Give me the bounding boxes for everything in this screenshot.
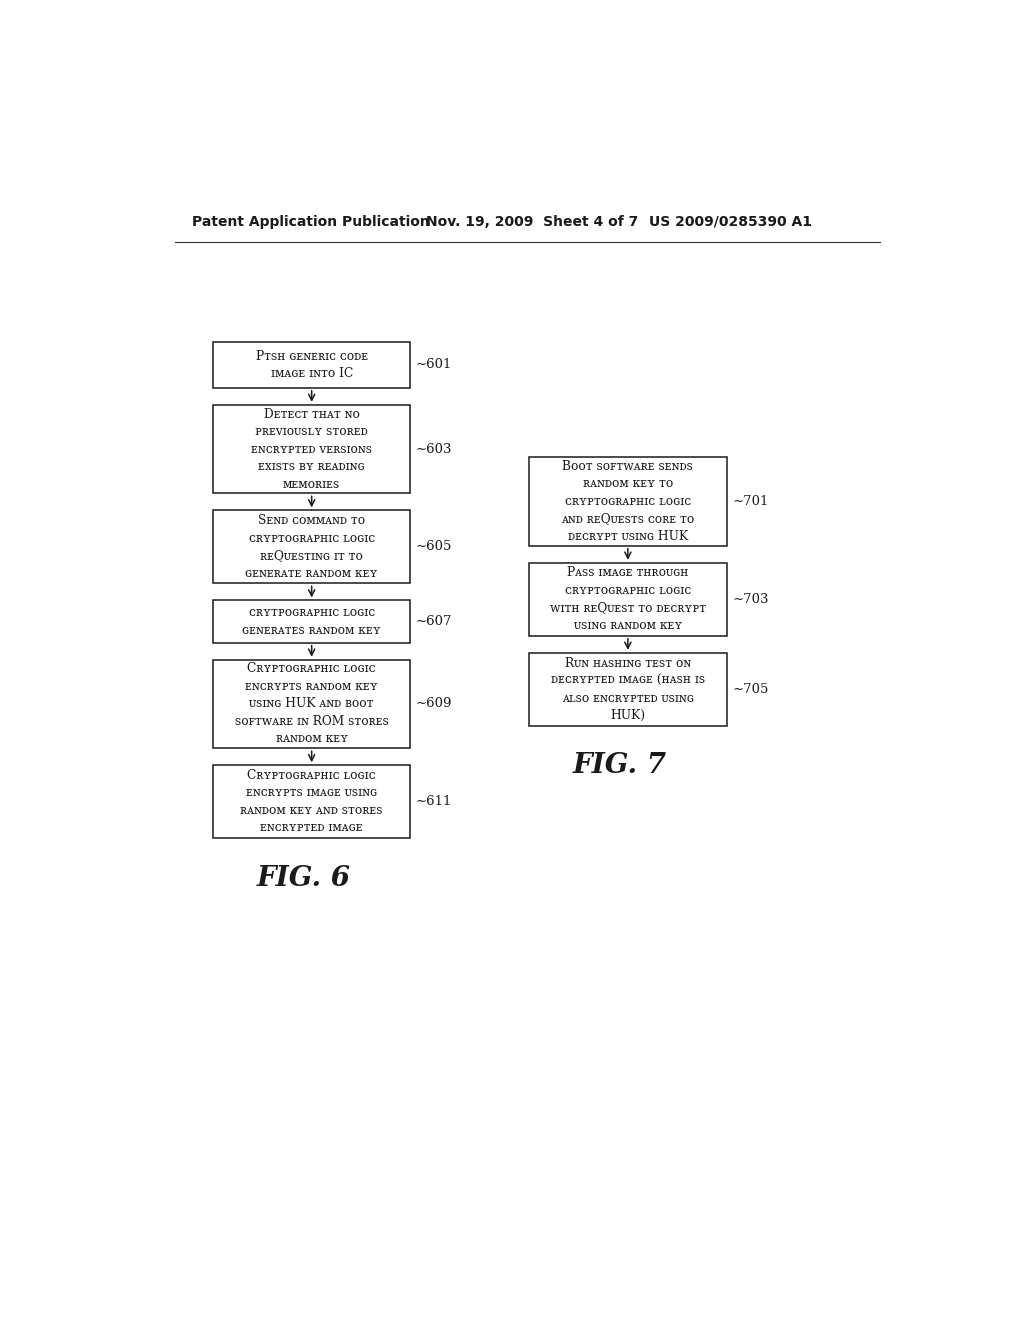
Bar [213,601,411,643]
Text: Pᴀss ɪᴍᴀɢᴇ ᴛʜʀᴏᴜɢʜ
ᴄʀʏᴘᴛᴏɢʀᴀᴘʜɪᴄ ʟᴏɢɪᴄ
ᴡɪᴛʜ ʀᴇQᴜᴇsᴛ ᴛᴏ ᴅᴇᴄʀʏᴘᴛ
ᴜsɪɴɢ ʀᴀɴᴅᴏᴍ ᴋᴇʏ: Pᴀss ɪᴍᴀɢᴇ ᴛʜʀᴏᴜɢʜ ᴄʀʏᴘᴛᴏɢʀᴀᴘʜɪᴄ ʟᴏɢɪᴄ ᴡ… [550,566,706,632]
Text: Dᴇᴛᴇᴄᴛ ᴛʜᴀᴛ ɴᴏ
ᴘʀᴇᴠɪᴏᴜsʟʏ sᴛᴏʀᴇᴅ
ᴇɴᴄʀʏᴘᴛᴇᴅ ᴠᴇʀsɪᴏɴs
ᴇxɪsᴛs ʙʏ ʀᴇᴀᴅɪɴɢ
ᴍᴇᴍᴏʀɪᴇs: Dᴇᴛᴇᴄᴛ ᴛʜᴀᴛ ɴᴏ ᴘʀᴇᴠɪᴏᴜsʟʏ sᴛᴏʀᴇᴅ ᴇɴᴄʀʏᴘᴛ… [251,408,372,491]
Text: ∼701: ∼701 [732,495,768,508]
Text: ∼609: ∼609 [416,697,453,710]
Text: Nov. 19, 2009  Sheet 4 of 7: Nov. 19, 2009 Sheet 4 of 7 [426,215,639,228]
Text: Bᴏᴏᴛ sᴏꜰᴛᴡᴀʀᴇ sᴇɴᴅs
ʀᴀɴᴅᴏᴍ ᴋᴇʏ ᴛᴏ
ᴄʀʏᴘᴛᴏɢʀᴀᴘʜɪᴄ ʟᴏɢɪᴄ
ᴀɴᴅ ʀᴇQᴜᴇsᴛs ᴄᴏʀᴇ ᴛᴏ
ᴅᴇᴄʀʏ: Bᴏᴏᴛ sᴏꜰᴛᴡᴀʀᴇ sᴇɴᴅs ʀᴀɴᴅᴏᴍ ᴋᴇʏ ᴛᴏ ᴄʀʏᴘᴛᴏ… [561,459,694,543]
Text: ᴄʀʏᴛᴘᴏɢʀᴀᴘʜɪᴄ ʟᴏɢɪᴄ
ɢᴇɴᴇʀᴀᴛᴇs ʀᴀɴᴅᴏᴍ ᴋᴇʏ: ᴄʀʏᴛᴘᴏɢʀᴀᴘʜɪᴄ ʟᴏɢɪᴄ ɢᴇɴᴇʀᴀᴛᴇs ʀᴀɴᴅᴏᴍ ᴋᴇʏ [243,606,381,636]
Text: ∼603: ∼603 [416,442,453,455]
Text: Sᴇɴᴅ ᴄᴏᴍᴍᴀɴᴅ ᴛᴏ
ᴄʀʏᴘᴛᴏɢʀᴀᴘʜɪᴄ ʟᴏɢɪᴄ
ʀᴇQᴜᴇsᴛɪɴɢ ɪᴛ ᴛᴏ
ɢᴇɴᴇʀᴀᴛᴇ ʀᴀɴᴅᴏᴍ ᴋᴇʏ: Sᴇɴᴅ ᴄᴏᴍᴍᴀɴᴅ ᴛᴏ ᴄʀʏᴘᴛᴏɢʀᴀᴘʜɪᴄ ʟᴏɢɪᴄ ʀᴇQᴜ… [246,513,378,579]
Bar [213,342,411,388]
Text: Patent Application Publication: Patent Application Publication [191,215,429,228]
Bar [213,405,411,494]
Bar [213,660,411,748]
Bar [213,766,411,838]
Text: ∼601: ∼601 [416,358,453,371]
Text: Cʀʏᴘᴛᴏɢʀᴀᴘʜɪᴄ ʟᴏɢɪᴄ
ᴇɴᴄʀʏᴘᴛs ʀᴀɴᴅᴏᴍ ᴋᴇʏ
ᴜsɪɴɢ HUK ᴀɴᴅ ʙᴏᴏᴛ
sᴏꜰᴛᴡᴀʀᴇ ɪɴ ROM sᴛᴏʀᴇ: Cʀʏᴘᴛᴏɢʀᴀᴘʜɪᴄ ʟᴏɢɪᴄ ᴇɴᴄʀʏᴘᴛs ʀᴀɴᴅᴏᴍ ᴋᴇʏ … [234,663,389,746]
Text: ∼605: ∼605 [416,540,453,553]
Text: ∼611: ∼611 [416,795,453,808]
Text: ∼705: ∼705 [732,682,768,696]
Text: Cʀʏᴘᴛᴏɢʀᴀᴘʜɪᴄ ʟᴏɢɪᴄ
ᴇɴᴄʀʏᴘᴛs ɪᴍᴀɢᴇ ᴜsɪɴɢ
ʀᴀɴᴅᴏᴍ ᴋᴇʏ ᴀɴᴅ sᴛᴏʀᴇs
ᴇɴᴄʀʏᴘᴛᴇᴅ ɪᴍᴀɢᴇ: Cʀʏᴘᴛᴏɢʀᴀᴘʜɪᴄ ʟᴏɢɪᴄ ᴇɴᴄʀʏᴘᴛs ɪᴍᴀɢᴇ ᴜsɪɴɢ… [241,770,383,834]
Bar [529,562,727,636]
Text: US 2009/0285390 A1: US 2009/0285390 A1 [649,215,812,228]
Text: Rᴜɴ ʜᴀsʜɪɴɢ ᴛᴇsᴛ ᴏɴ
ᴅᴇᴄʀʏᴘᴛᴇᴅ ɪᴍᴀɢᴇ (ʜᴀsʜ ɪs
ᴀʟsᴏ ᴇɴᴄʀʏᴘᴛᴇᴅ ᴜsɪɴɢ
HUK): Rᴜɴ ʜᴀsʜɪɴɢ ᴛᴇsᴛ ᴏɴ ᴅᴇᴄʀʏᴘᴛᴇᴅ ɪᴍᴀɢᴇ (ʜᴀs… [551,656,705,722]
Text: FIG. 6: FIG. 6 [257,865,351,892]
Bar [529,653,727,726]
Text: ∼607: ∼607 [416,615,453,628]
Bar [529,457,727,545]
Text: Pᴛsʜ ɢᴇɴᴇʀɪᴄ ᴄᴏᴅᴇ
ɪᴍᴀɢᴇ ɪɴᴛᴏ IC: Pᴛsʜ ɢᴇɴᴇʀɪᴄ ᴄᴏᴅᴇ ɪᴍᴀɢᴇ ɪɴᴛᴏ IC [256,350,368,380]
Bar [213,511,411,583]
Text: FIG. 7: FIG. 7 [573,752,667,779]
Text: ∼703: ∼703 [732,593,769,606]
